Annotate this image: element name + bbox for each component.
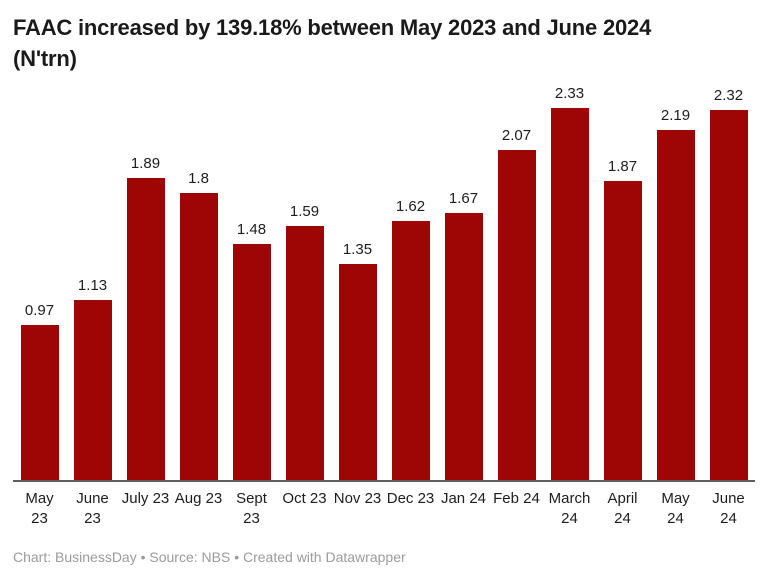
bar[interactable]	[444, 213, 483, 480]
bar[interactable]	[285, 226, 324, 480]
x-axis-label: Aug 23	[174, 490, 223, 507]
x-axis-label: Jan 24	[440, 490, 487, 507]
x-axis-label: May 24	[661, 490, 690, 527]
bar-column: 1.35	[331, 110, 384, 480]
bar-value-label: 1.59	[289, 203, 320, 220]
bar-value-label: 1.8	[188, 170, 209, 187]
x-axis-label: Feb 24	[493, 490, 540, 507]
bar-value-label: 1.13	[77, 277, 108, 294]
bar[interactable]	[338, 264, 377, 480]
bar-column: 1.87	[596, 110, 649, 480]
x-axis-label: Oct 23	[282, 490, 327, 507]
bar-value-label: 1.87	[607, 158, 638, 175]
bar-column: 2.07	[490, 110, 543, 480]
bar[interactable]	[126, 178, 165, 480]
bar-column: 2.19	[649, 107, 702, 480]
bar[interactable]	[391, 221, 430, 480]
bar-column: 1.89	[119, 110, 172, 480]
x-axis-label: Sept 23	[236, 490, 267, 527]
bar[interactable]	[20, 325, 59, 480]
bar-column: 1.67	[437, 110, 490, 480]
x-axis-label: March 24	[548, 490, 591, 527]
bar[interactable]	[73, 300, 112, 480]
chart-footer-attribution: Chart: BusinessDay • Source: NBS • Creat…	[13, 549, 406, 565]
x-axis-label: Dec 23	[386, 490, 435, 507]
bar-column: 1.13	[66, 110, 119, 480]
bar-value-label: 1.67	[448, 190, 479, 207]
bar-column: 1.8	[172, 110, 225, 480]
bar[interactable]	[550, 108, 589, 480]
bar-value-label: 1.89	[130, 155, 161, 172]
bar-value-label: 0.97	[24, 302, 55, 319]
chart-title: FAAC increased by 139.18% between May 20…	[13, 15, 652, 71]
bar[interactable]	[179, 193, 218, 480]
x-axis-label: July 23	[121, 490, 170, 507]
bar-value-label: 2.07	[501, 127, 532, 144]
bar-column: 1.59	[278, 110, 331, 480]
x-axis: May 23 June 23 July 23 Aug 23 Sept 23 Oct 23 Nov …	[13, 489, 755, 529]
bar[interactable]	[656, 130, 695, 480]
bar[interactable]	[709, 110, 748, 480]
bar-column: 2.32	[702, 87, 755, 480]
bar-column: 0.97	[13, 110, 66, 480]
bar-value-label: 1.62	[395, 198, 426, 215]
bar-column: 1.62	[384, 110, 437, 480]
bar-value-label: 1.35	[342, 241, 373, 258]
x-axis-label: April 24	[607, 490, 638, 527]
bar[interactable]	[603, 181, 642, 480]
x-axis-label: May 23	[25, 490, 54, 527]
bar-column: 1.48	[225, 110, 278, 480]
x-axis-label: Nov 23	[333, 490, 382, 507]
bar[interactable]	[497, 150, 536, 480]
bar[interactable]	[232, 244, 271, 480]
plot-area: 0.97 1.13 1.89 1.8 1.48 1.59 1.35 1.62 1.67 2.07 2…	[13, 85, 755, 482]
bar-column: 2.33	[543, 85, 596, 480]
bar-value-label: 2.32	[713, 87, 744, 104]
bar-value-label: 2.33	[554, 85, 585, 102]
x-axis-label: June 24	[712, 490, 745, 527]
x-axis-label: June 23	[76, 490, 109, 527]
bar-value-label: 1.48	[236, 221, 267, 238]
bar-value-label: 2.19	[660, 107, 691, 124]
